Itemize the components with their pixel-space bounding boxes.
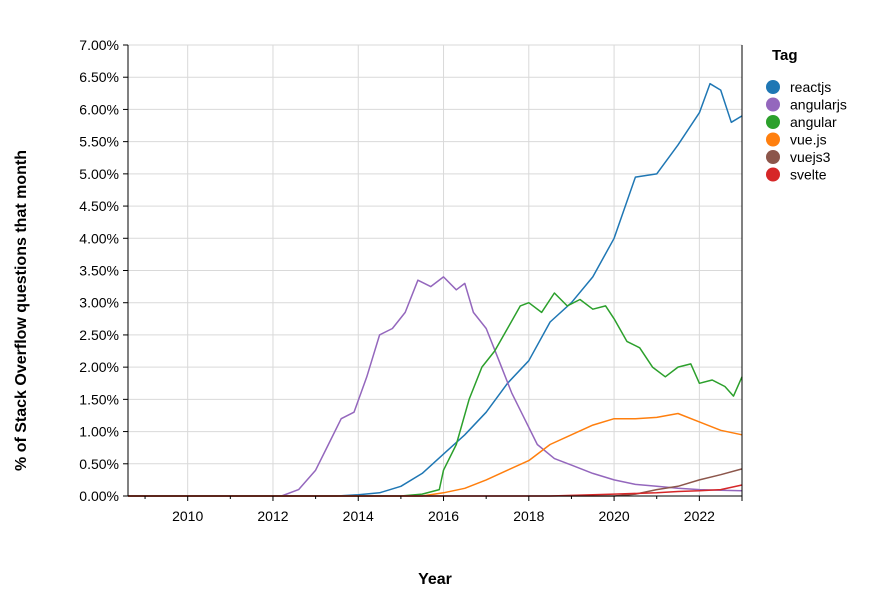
y-axis-title: % of Stack Overflow questions that month bbox=[13, 150, 30, 471]
legend-swatch bbox=[766, 115, 780, 129]
y-tick-label: 2.50% bbox=[79, 327, 119, 343]
legend-title: Tag bbox=[772, 47, 798, 64]
legend-swatch bbox=[766, 132, 780, 147]
gridlines bbox=[128, 44, 742, 497]
y-tick-label: 1.00% bbox=[79, 424, 119, 440]
y-tick-label: 4.50% bbox=[79, 198, 119, 214]
x-tick-label: 2010 bbox=[172, 508, 203, 524]
x-axis-title: Year bbox=[418, 571, 452, 588]
series-line-angular bbox=[128, 292, 743, 497]
y-tick-label: 2.00% bbox=[79, 359, 119, 375]
legend-label: angular bbox=[790, 114, 837, 130]
y-tick-label: 6.00% bbox=[79, 101, 119, 117]
series-line-vue-js bbox=[128, 412, 743, 497]
y-tick-label: 6.50% bbox=[79, 69, 119, 85]
y-tick-label: 3.00% bbox=[79, 295, 119, 311]
x-tick-label: 2020 bbox=[599, 508, 630, 524]
y-tick-label: 3.50% bbox=[79, 263, 119, 279]
x-tick-label: 2022 bbox=[684, 508, 715, 524]
axes bbox=[127, 45, 743, 501]
y-tick-label: 5.50% bbox=[79, 134, 119, 150]
y-tick-label: 0.50% bbox=[79, 456, 119, 472]
legend-label: reactjs bbox=[790, 79, 831, 95]
tick-labels: 0.00% 0.50% 1.00% 1.50% 2.00% 2.50% 3.00% 3.50%… bbox=[79, 37, 743, 524]
legend-swatch bbox=[766, 97, 780, 112]
legend-swatch bbox=[766, 80, 780, 94]
series-lines bbox=[128, 82, 743, 497]
x-tick-label: 2018 bbox=[513, 508, 544, 524]
y-tick-label: 7.00% bbox=[79, 37, 119, 53]
legend-label: svelte bbox=[790, 167, 827, 183]
x-tick-label: 2012 bbox=[257, 508, 288, 524]
legend-label: vue.js bbox=[790, 132, 827, 148]
y-tick-label: 4.00% bbox=[79, 230, 119, 246]
y-tick-label: 5.00% bbox=[79, 166, 119, 182]
series-line-reactjs bbox=[128, 82, 743, 497]
x-tick-label: 2016 bbox=[428, 508, 459, 524]
y-tick-label: 0.00% bbox=[79, 488, 119, 504]
legend-swatch bbox=[766, 167, 780, 182]
legend-swatch bbox=[766, 150, 780, 164]
legend-label: angularjs bbox=[790, 97, 847, 113]
x-tick-label: 2014 bbox=[343, 508, 374, 524]
series-line-vuejs3 bbox=[128, 468, 743, 497]
series-line-angularjs bbox=[128, 276, 743, 497]
y-tick-label: 1.50% bbox=[79, 391, 119, 407]
legend-label: vuejs3 bbox=[790, 149, 831, 165]
